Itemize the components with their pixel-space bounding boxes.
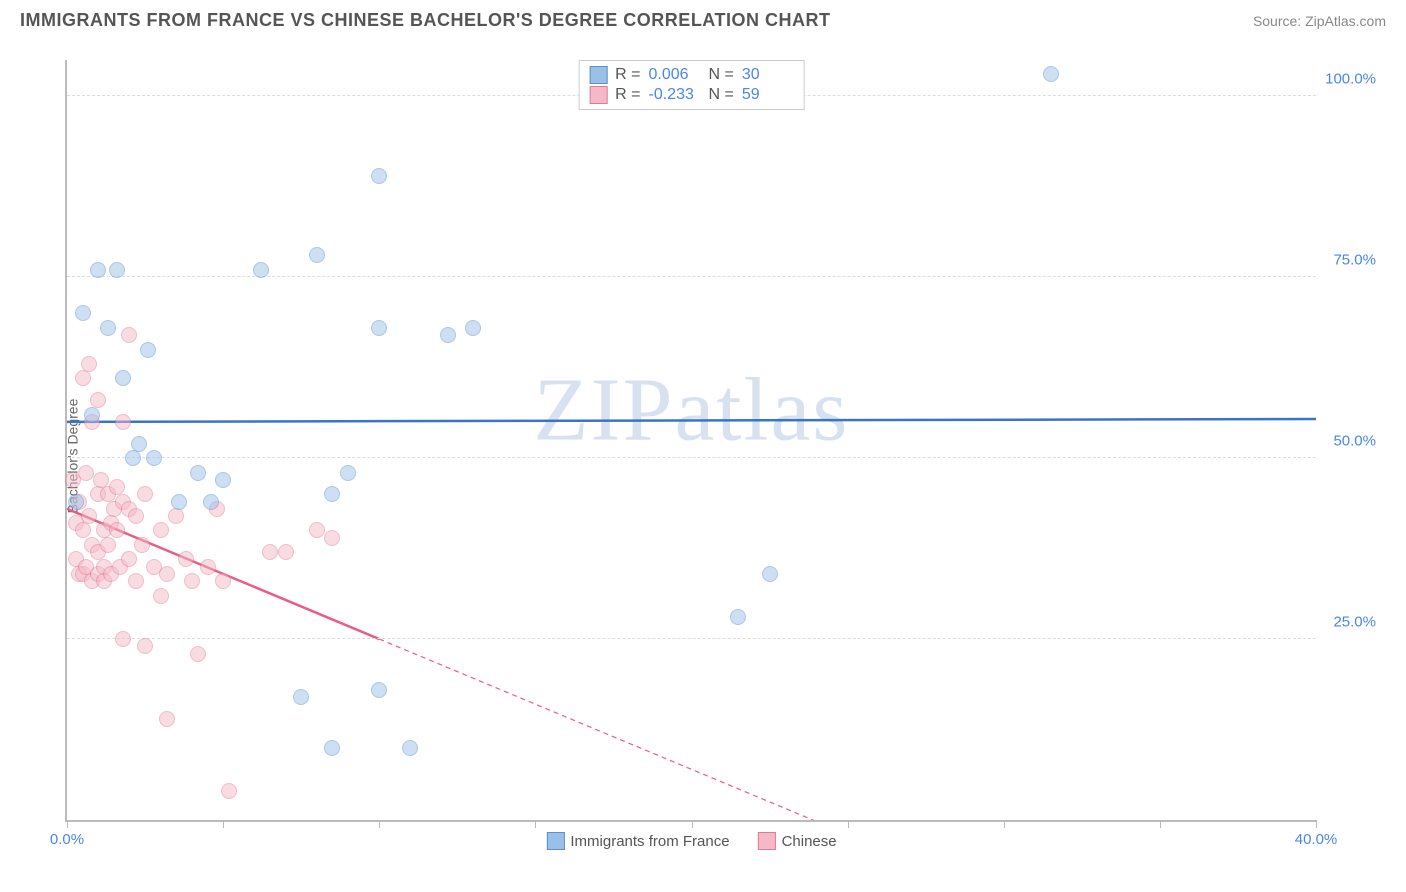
data-point-france <box>371 682 387 698</box>
x-tick <box>67 820 68 828</box>
legend-stats-france: R = 0.006 N = 30 <box>589 65 794 85</box>
data-point-france <box>402 740 418 756</box>
data-point-chinese <box>75 370 91 386</box>
data-point-france <box>146 450 162 466</box>
x-tick-label: 40.0% <box>1295 831 1338 848</box>
swatch-france <box>546 832 564 850</box>
scatter-plot: ZIPatlas R = 0.006 N = 30 R = -0.233 N =… <box>65 60 1316 822</box>
data-point-france <box>84 407 100 423</box>
legend-item-chinese: Chinese <box>758 832 837 850</box>
watermark-text: ZIPatlas <box>534 358 850 461</box>
data-point-chinese <box>115 631 131 647</box>
data-point-chinese <box>221 783 237 799</box>
x-tick <box>379 820 380 828</box>
data-point-chinese <box>109 522 125 538</box>
y-tick-label: 50.0% <box>1333 433 1376 450</box>
data-point-france <box>109 262 125 278</box>
data-point-france <box>1043 66 1059 82</box>
data-point-france <box>100 320 116 336</box>
data-point-france <box>190 465 206 481</box>
data-point-chinese <box>78 465 94 481</box>
data-point-chinese <box>324 530 340 546</box>
data-point-france <box>340 465 356 481</box>
x-tick <box>1160 820 1161 828</box>
data-point-chinese <box>81 356 97 372</box>
data-point-chinese <box>184 573 200 589</box>
data-point-chinese <box>121 551 137 567</box>
trend-line-chinese-extrapolated <box>379 639 1316 820</box>
y-tick-label: 25.0% <box>1333 614 1376 631</box>
data-point-france <box>324 486 340 502</box>
data-point-france <box>203 494 219 510</box>
data-point-france <box>171 494 187 510</box>
data-point-chinese <box>134 537 150 553</box>
data-point-france <box>75 305 91 321</box>
legend-series: Immigrants from France Chinese <box>546 832 836 850</box>
data-point-chinese <box>137 486 153 502</box>
data-point-france <box>131 436 147 452</box>
data-point-france <box>465 320 481 336</box>
data-point-chinese <box>278 544 294 560</box>
data-point-france <box>762 566 778 582</box>
legend-item-france: Immigrants from France <box>546 832 729 850</box>
data-point-chinese <box>309 522 325 538</box>
gridline <box>67 276 1316 277</box>
data-point-france <box>125 450 141 466</box>
data-point-france <box>371 168 387 184</box>
source-attribution: Source: ZipAtlas.com <box>1253 13 1386 29</box>
trend-line-france <box>67 419 1316 422</box>
data-point-chinese <box>137 638 153 654</box>
data-point-chinese <box>128 508 144 524</box>
data-point-france <box>115 370 131 386</box>
data-point-chinese <box>159 566 175 582</box>
data-point-chinese <box>121 327 137 343</box>
chart-container: Bachelor's Degree ZIPatlas R = 0.006 N =… <box>20 40 1386 872</box>
data-point-chinese <box>215 573 231 589</box>
data-point-chinese <box>178 551 194 567</box>
x-tick-label: 0.0% <box>50 831 84 848</box>
legend-stats: R = 0.006 N = 30 R = -0.233 N = 59 <box>578 60 805 110</box>
data-point-france <box>253 262 269 278</box>
swatch-chinese <box>758 832 776 850</box>
x-tick <box>223 820 224 828</box>
data-point-chinese <box>115 414 131 430</box>
data-point-france <box>309 247 325 263</box>
chart-title: IMMIGRANTS FROM FRANCE VS CHINESE BACHEL… <box>20 10 830 31</box>
data-point-chinese <box>159 711 175 727</box>
data-point-chinese <box>100 537 116 553</box>
data-point-france <box>324 740 340 756</box>
data-point-france <box>68 494 84 510</box>
data-point-chinese <box>168 508 184 524</box>
x-tick <box>848 820 849 828</box>
data-point-france <box>140 342 156 358</box>
gridline <box>67 638 1316 639</box>
y-tick-label: 100.0% <box>1325 71 1376 88</box>
data-point-france <box>440 327 456 343</box>
data-point-chinese <box>190 646 206 662</box>
data-point-chinese <box>153 522 169 538</box>
x-tick <box>1316 820 1317 828</box>
data-point-chinese <box>262 544 278 560</box>
gridline <box>67 457 1316 458</box>
data-point-chinese <box>75 522 91 538</box>
data-point-france <box>371 320 387 336</box>
x-tick <box>692 820 693 828</box>
x-tick <box>1004 820 1005 828</box>
legend-stats-chinese: R = -0.233 N = 59 <box>589 85 794 105</box>
swatch-chinese <box>589 86 607 104</box>
data-point-france <box>215 472 231 488</box>
data-point-chinese <box>81 508 97 524</box>
y-tick-label: 75.0% <box>1333 252 1376 269</box>
data-point-france <box>90 262 106 278</box>
data-point-chinese <box>200 559 216 575</box>
data-point-chinese <box>153 588 169 604</box>
data-point-france <box>730 609 746 625</box>
x-tick <box>535 820 536 828</box>
data-point-chinese <box>128 573 144 589</box>
swatch-france <box>589 66 607 84</box>
data-point-france <box>293 689 309 705</box>
